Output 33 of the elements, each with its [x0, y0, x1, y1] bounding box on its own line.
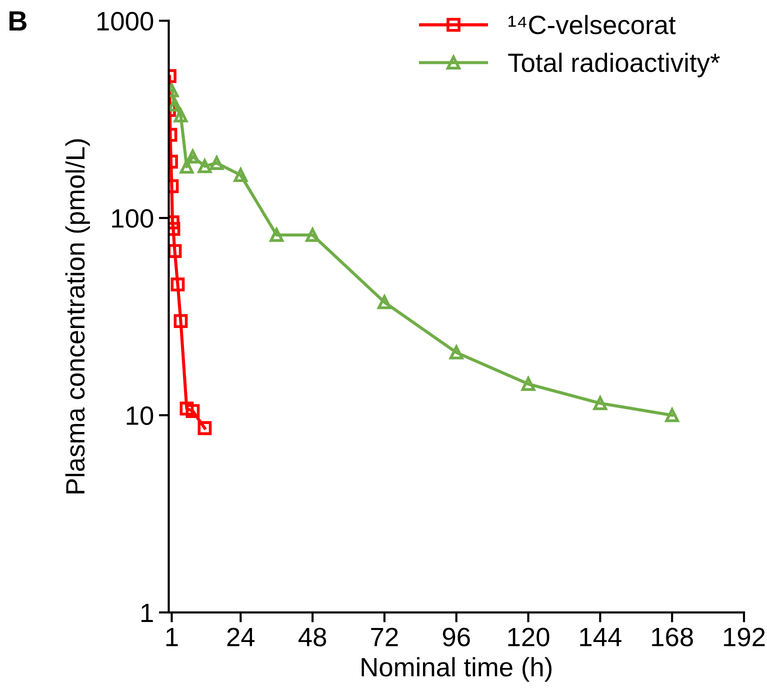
x-tick-label: 120: [508, 628, 550, 646]
point: [198, 159, 212, 174]
point: [180, 160, 194, 174]
point: [234, 168, 248, 182]
y-tick-label: 1000: [97, 12, 154, 31]
point: [174, 108, 188, 122]
y-tick-label: 1: [141, 604, 153, 622]
point: [378, 295, 392, 310]
point: [210, 156, 224, 170]
x-tick-label: 144: [580, 628, 622, 646]
x-tick-label: 168: [652, 628, 693, 646]
x-tick-label: 48: [298, 628, 326, 646]
point: [168, 244, 182, 258]
legend-label: Total radioactivity*: [508, 52, 720, 78]
point: [449, 346, 464, 360]
point: [521, 377, 536, 391]
legend-label: ¹⁴C-velsecorat: [508, 14, 676, 34]
y-tick-label: 10: [126, 406, 154, 426]
x-tick-label: 24: [227, 628, 255, 646]
y-tick-label: 100: [112, 209, 154, 228]
x-axis-title: Nominal time (h): [362, 657, 552, 682]
point: [186, 150, 200, 164]
point: [270, 228, 284, 242]
text: B: [10, 11, 26, 31]
x-tick-label: 1: [166, 628, 178, 646]
point: [168, 98, 182, 112]
y-axis-title: Plasma concentration (pmol/L): [65, 139, 90, 494]
point: [306, 228, 320, 242]
point: [593, 396, 608, 410]
x-tick-label: 192: [724, 628, 765, 646]
x-tick-label: 96: [442, 628, 470, 646]
point: [665, 408, 680, 422]
x-tick-label: 72: [371, 628, 398, 646]
